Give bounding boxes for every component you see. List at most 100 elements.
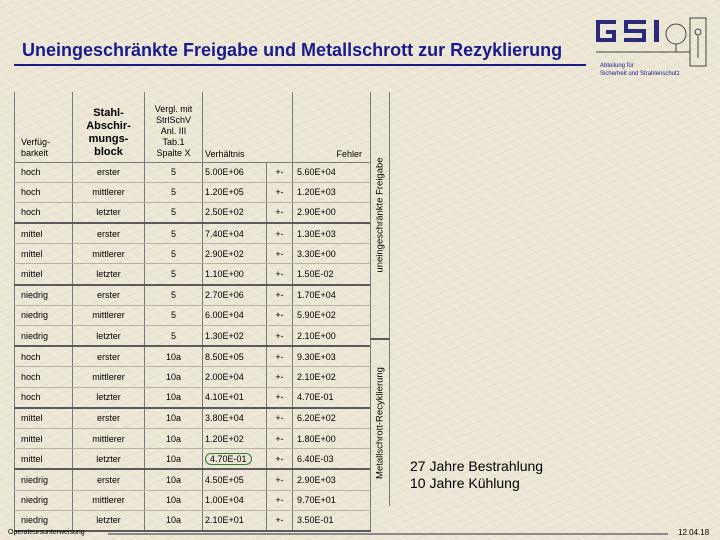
cell-vergleich: 10a xyxy=(144,428,203,450)
note-line-1: 27 Jahre Bestrahlung xyxy=(410,458,544,474)
cell-verfuegbarkeit: mittel xyxy=(14,223,73,245)
cell-verfuegbarkeit: niedrig xyxy=(14,284,73,306)
cell-verhaeltnis: 2.50E+02 xyxy=(202,202,267,225)
footer-left-label: Operateursunterweisung xyxy=(8,529,85,536)
cell-verhaeltnis: 1.30E+02 xyxy=(202,325,267,348)
cell-vergleich: 10a xyxy=(144,366,203,388)
cell-plusminus: +- xyxy=(266,469,293,491)
side-label-freigabe: uneingeschränkte Freigabe xyxy=(374,157,386,273)
cell-verfuegbarkeit: hoch xyxy=(14,202,73,225)
table-row: hoch mittlerer 10a 2.00E+04 +- 2.10E+02 xyxy=(14,366,371,388)
column-header-verhaeltnis: Verhältnis xyxy=(202,92,293,163)
cell-verfuegbarkeit: mittel xyxy=(14,263,73,286)
cell-verhaeltnis: 2.90E+02 xyxy=(202,243,267,265)
cell-verfuegbarkeit: mittel xyxy=(14,428,73,450)
cell-block: erster xyxy=(72,407,145,429)
table-row: mittel letzter 10a 4.70E-01 +- 6.40E-03 xyxy=(14,448,371,471)
cell-vergleich: 5 xyxy=(144,263,203,286)
cell-verhaeltnis: 5.00E+06 xyxy=(202,162,267,183)
cell-plusminus: +- xyxy=(266,223,293,245)
cell-verhaeltnis: 7.40E+04 xyxy=(202,223,267,245)
column-header-fehler: Fehler xyxy=(292,92,371,163)
cell-plusminus: +- xyxy=(266,182,293,203)
table-body: hoch erster 5 5.00E+06 +- 5.60E+04 hoch mittler… xyxy=(14,162,371,532)
cell-verfuegbarkeit: mittel xyxy=(14,243,73,265)
cell-vergleich: 5 xyxy=(144,325,203,348)
cell-vergleich: 5 xyxy=(144,305,203,327)
column-header-verfuegbarkeit: Verfüg- barkeit xyxy=(14,92,73,163)
cell-block: mittlerer xyxy=(72,305,145,327)
cell-verfuegbarkeit: hoch xyxy=(14,162,73,183)
cell-fehler: 9.70E+01 xyxy=(292,490,371,511)
cell-fehler: 2.10E+00 xyxy=(292,325,371,348)
cell-vergleich: 5 xyxy=(144,162,203,183)
cell-fehler: 2.90E+03 xyxy=(292,469,371,491)
cell-verfuegbarkeit: hoch xyxy=(14,346,73,368)
cell-block: letzter xyxy=(72,387,145,409)
note-line-2: 10 Jahre Kühlung xyxy=(410,475,520,491)
cell-plusminus: +- xyxy=(266,407,293,429)
department-line-2: Sicherheit und Strahlenschutz xyxy=(600,71,680,77)
cell-fehler: 3.50E-01 xyxy=(292,510,371,532)
cell-fehler: 6.40E-03 xyxy=(292,448,371,471)
table-row: niedrig erster 10a 4.50E+05 +- 2.90E+03 xyxy=(14,469,371,491)
cell-fehler: 4.70E-01 xyxy=(292,387,371,409)
footer-rule xyxy=(108,533,668,535)
results-table: Verfüg- barkeit Stahl- Abschir- mungs- b… xyxy=(14,92,371,532)
cell-plusminus: +- xyxy=(266,162,293,183)
table-row: niedrig letzter 10a 2.10E+01 +- 3.50E-01 xyxy=(14,510,371,532)
cell-verfuegbarkeit: niedrig xyxy=(14,510,73,532)
table-row: mittel erster 10a 3.80E+04 +- 6.20E+02 xyxy=(14,407,371,429)
cell-verhaeltnis: 4.70E-01 xyxy=(202,448,267,471)
cell-fehler: 3.30E+00 xyxy=(292,243,371,265)
cell-verfuegbarkeit: hoch xyxy=(14,182,73,203)
cell-fehler: 5.60E+04 xyxy=(292,162,371,183)
cell-block: letzter xyxy=(72,448,145,471)
cell-vergleich: 10a xyxy=(144,448,203,471)
cell-verhaeltnis: 3.80E+04 xyxy=(202,407,267,429)
table-row: hoch letzter 10a 4.10E+01 +- 4.70E-01 xyxy=(14,387,371,409)
cell-fehler: 2.90E+00 xyxy=(292,202,371,225)
gsi-logo-icon xyxy=(596,17,707,67)
cell-verhaeltnis: 6.00E+04 xyxy=(202,305,267,327)
table-row: hoch erster 10a 8.50E+05 +- 9.30E+03 xyxy=(14,346,371,368)
cell-block: erster xyxy=(72,346,145,368)
department-line-1: Abteilung für xyxy=(600,63,634,69)
side-label-box-bottom: Metallschrott-Recyklierung xyxy=(370,338,390,506)
title-underline xyxy=(14,64,586,66)
table-row: niedrig erster 5 2.70E+06 +- 1.70E+04 xyxy=(14,284,371,306)
irradiation-note: 27 Jahre Bestrahlung 10 Jahre Kühlung xyxy=(410,458,543,492)
cell-vergleich: 5 xyxy=(144,284,203,306)
cell-verfuegbarkeit: niedrig xyxy=(14,325,73,348)
cell-verhaeltnis: 1.00E+04 xyxy=(202,490,267,511)
cell-block: erster xyxy=(72,469,145,491)
cell-plusminus: +- xyxy=(266,202,293,225)
table-row: mittel mittlerer 10a 1.20E+02 +- 1.80E+00 xyxy=(14,428,371,450)
cell-fehler: 1.80E+00 xyxy=(292,428,371,450)
cell-verhaeltnis: 4.50E+05 xyxy=(202,469,267,491)
cell-vergleich: 5 xyxy=(144,202,203,225)
cell-plusminus: +- xyxy=(266,284,293,306)
slide-title: Uneingeschränkte Freigabe und Metallschr… xyxy=(22,40,563,60)
cell-plusminus: +- xyxy=(266,325,293,348)
table-row: niedrig mittlerer 5 6.00E+04 +- 5.90E+02 xyxy=(14,305,371,327)
cell-verhaeltnis: 2.10E+01 xyxy=(202,510,267,532)
cell-block: mittlerer xyxy=(72,428,145,450)
cell-plusminus: +- xyxy=(266,490,293,511)
cell-verhaeltnis: 1.20E+05 xyxy=(202,182,267,203)
cell-plusminus: +- xyxy=(266,243,293,265)
table-row: mittel mittlerer 5 2.90E+02 +- 3.30E+00 xyxy=(14,243,371,265)
table-row: niedrig mittlerer 10a 1.00E+04 +- 9.70E+01 xyxy=(14,490,371,511)
cell-plusminus: +- xyxy=(266,387,293,409)
cell-block: letzter xyxy=(72,202,145,225)
cell-verfuegbarkeit: niedrig xyxy=(14,469,73,491)
cell-verhaeltnis: 1.10E+00 xyxy=(202,263,267,286)
table-row: hoch erster 5 5.00E+06 +- 5.60E+04 xyxy=(14,162,371,183)
cell-block: letzter xyxy=(72,510,145,532)
cell-block: letzter xyxy=(72,325,145,348)
cell-fehler: 1.50E-02 xyxy=(292,263,371,286)
cell-verhaeltnis: 2.00E+04 xyxy=(202,366,267,388)
cell-plusminus: +- xyxy=(266,366,293,388)
cell-plusminus: +- xyxy=(266,428,293,450)
